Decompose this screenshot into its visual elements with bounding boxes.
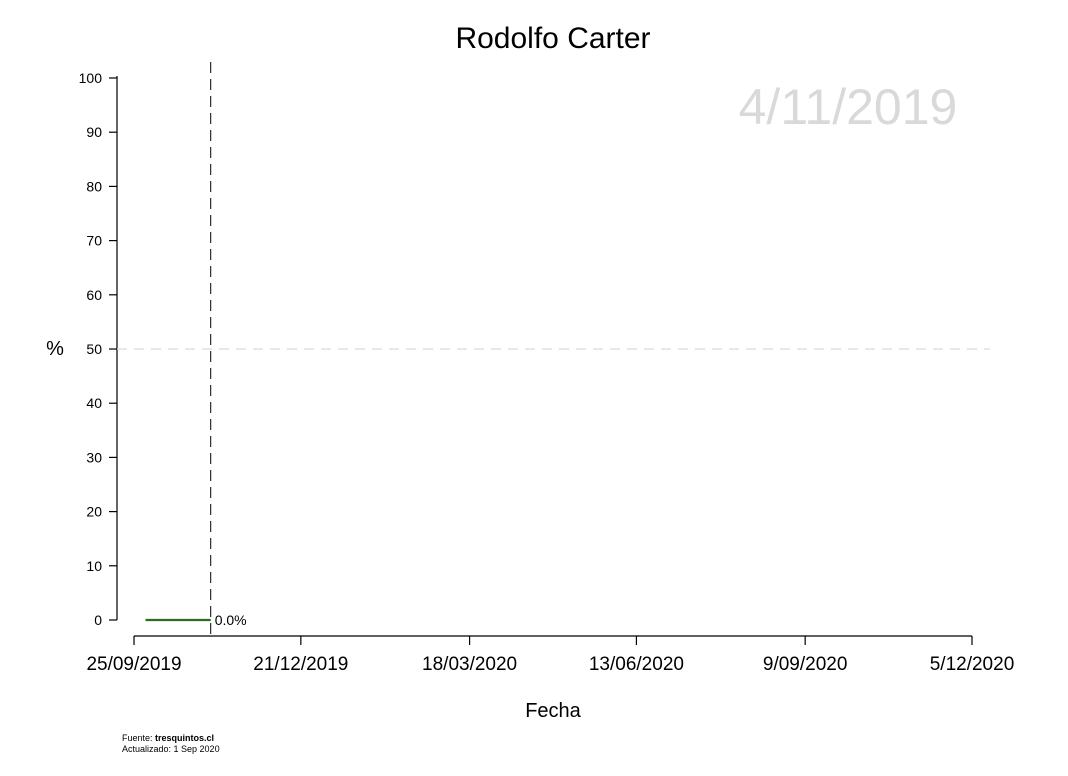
x-tick-label: 9/09/2020 [763, 654, 848, 675]
y-tick-label: 50 [86, 341, 102, 357]
x-tick-label: 25/09/2019 [86, 654, 181, 675]
x-tick-label: 18/03/2020 [422, 654, 517, 675]
x-axis-title: Fecha [525, 700, 581, 722]
chart-title: Rodolfo Carter [455, 22, 650, 55]
reference-lines [117, 62, 990, 636]
y-tick-label: 0 [94, 612, 102, 628]
x-tick-label: 5/12/2020 [930, 654, 1015, 675]
y-axis-title: % [46, 338, 64, 360]
series-end-label: 0.0% [215, 612, 247, 628]
y-tick-label: 70 [86, 233, 102, 249]
x-axis: 25/09/2019 21/12/2019 18/03/2020 13/06/2020… [86, 635, 1015, 675]
y-tick-label: 30 [86, 449, 102, 465]
date-watermark: 4/11/2019 [739, 79, 958, 135]
y-tick-label: 10 [86, 558, 102, 574]
x-tick-label: 13/06/2020 [589, 654, 684, 675]
y-tick-label: 100 [79, 70, 103, 86]
y-tick-label: 20 [86, 504, 102, 520]
x-tick-label: 21/12/2019 [253, 654, 348, 675]
source-name: tresquintos.cl [155, 733, 214, 743]
y-tick-label: 40 [86, 395, 102, 411]
y-tick-label: 80 [86, 178, 102, 194]
y-tick-label: 90 [86, 124, 102, 140]
y-tick-label: 60 [86, 287, 102, 303]
updated-text: Actualizado: 1 Sep 2020 [122, 744, 220, 754]
series-layer: 0.0% [145, 612, 247, 628]
y-axis: 0 10 20 30 40 50 60 70 80 90 100 [79, 70, 118, 628]
source-text: Fuente: tresquintos.cl [122, 733, 214, 743]
source-prefix: Fuente: [122, 733, 155, 743]
